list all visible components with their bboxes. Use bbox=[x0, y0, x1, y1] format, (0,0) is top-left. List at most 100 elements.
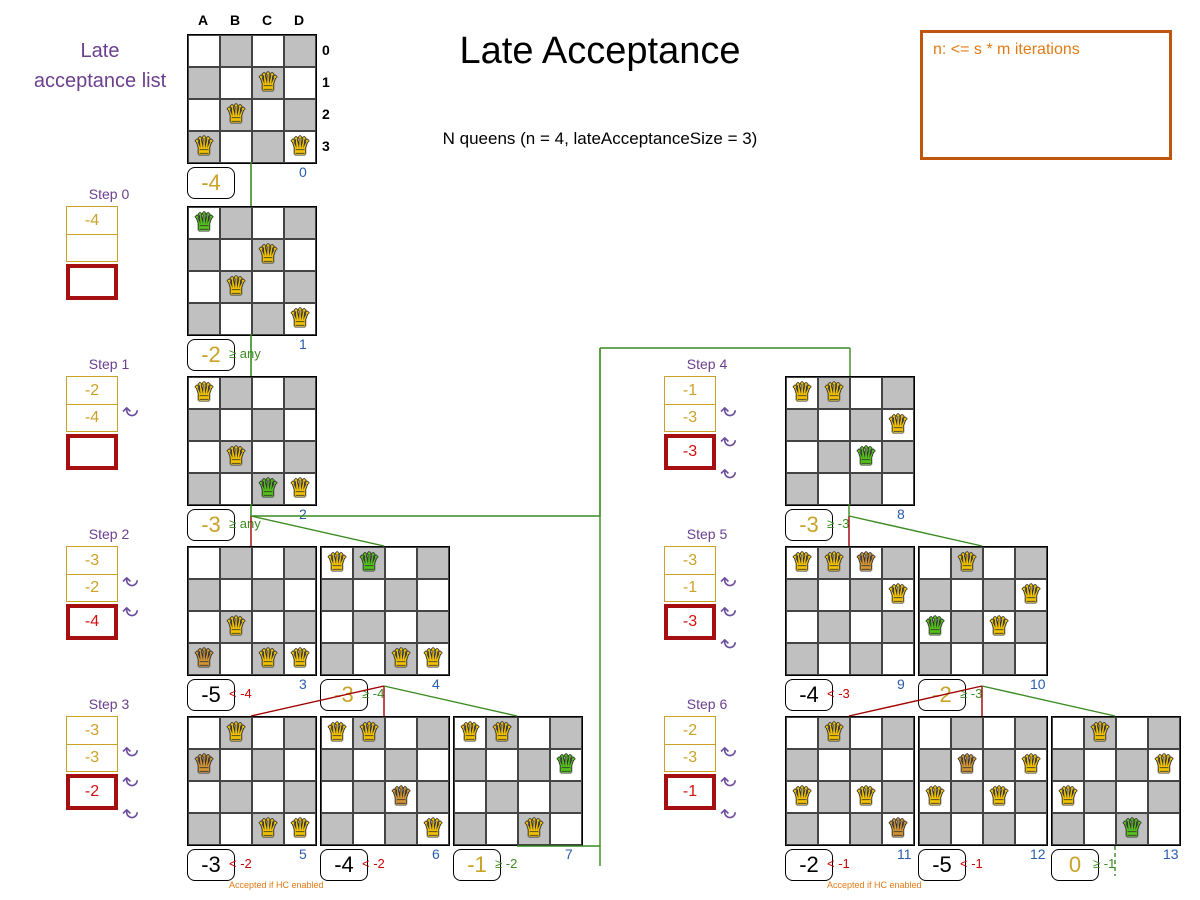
board-cell[interactable] bbox=[1015, 781, 1047, 813]
queen-icon[interactable]: ♛ bbox=[357, 718, 381, 747]
board-cell[interactable] bbox=[550, 781, 582, 813]
board-cell[interactable] bbox=[518, 749, 550, 781]
queen-icon[interactable]: ♛ bbox=[288, 644, 312, 673]
queen-icon[interactable]: ♛ bbox=[192, 208, 216, 237]
board-cell[interactable] bbox=[850, 441, 882, 473]
board-cell[interactable] bbox=[353, 781, 385, 813]
board-cell[interactable] bbox=[284, 717, 316, 749]
board-cell[interactable] bbox=[983, 579, 1015, 611]
board-cell[interactable] bbox=[850, 611, 882, 643]
board-cell[interactable] bbox=[882, 579, 914, 611]
board-cell[interactable] bbox=[188, 377, 220, 409]
board-cell[interactable] bbox=[1148, 813, 1180, 845]
board-cell[interactable] bbox=[353, 547, 385, 579]
board-cell[interactable] bbox=[284, 473, 316, 505]
queen-icon[interactable]: ♛ bbox=[256, 474, 280, 503]
board-cell[interactable] bbox=[188, 207, 220, 239]
board-cell[interactable] bbox=[220, 781, 252, 813]
board-cell[interactable] bbox=[1084, 717, 1116, 749]
queen-icon[interactable]: ♛ bbox=[923, 782, 947, 811]
board-cell[interactable] bbox=[385, 579, 417, 611]
board-cell[interactable] bbox=[882, 749, 914, 781]
board-cell[interactable] bbox=[252, 99, 284, 131]
board-cell[interactable] bbox=[284, 303, 316, 335]
board-cell[interactable] bbox=[850, 643, 882, 675]
board-cell[interactable] bbox=[818, 409, 850, 441]
queen-icon[interactable]: ♛ bbox=[389, 782, 413, 811]
queen-icon[interactable]: ♛ bbox=[389, 644, 413, 673]
queen-icon[interactable]: ♛ bbox=[854, 548, 878, 577]
board-cell[interactable] bbox=[188, 473, 220, 505]
board-cell[interactable] bbox=[220, 611, 252, 643]
chessboard-0[interactable]: ♛ ♛ ♛ ♛ bbox=[187, 34, 317, 164]
board-cell[interactable] bbox=[919, 717, 951, 749]
board-cell[interactable] bbox=[284, 611, 316, 643]
queen-icon[interactable]: ♛ bbox=[790, 782, 814, 811]
board-cell[interactable] bbox=[220, 99, 252, 131]
board-cell[interactable] bbox=[284, 579, 316, 611]
board-cell[interactable] bbox=[252, 813, 284, 845]
board-cell[interactable] bbox=[486, 749, 518, 781]
board-cell[interactable] bbox=[220, 207, 252, 239]
chessboard-10[interactable]: ♛ ♛ ♛ ♛ bbox=[918, 546, 1048, 676]
board-cell[interactable] bbox=[1015, 643, 1047, 675]
board-cell[interactable] bbox=[818, 749, 850, 781]
board-cell[interactable] bbox=[188, 813, 220, 845]
queen-icon[interactable]: ♛ bbox=[854, 782, 878, 811]
queen-icon[interactable]: ♛ bbox=[288, 304, 312, 333]
queen-icon[interactable]: ♛ bbox=[224, 100, 248, 129]
queen-icon[interactable]: ♛ bbox=[325, 718, 349, 747]
board-cell[interactable] bbox=[882, 547, 914, 579]
board-cell[interactable] bbox=[284, 643, 316, 675]
queen-icon[interactable]: ♛ bbox=[987, 782, 1011, 811]
board-cell[interactable] bbox=[284, 239, 316, 271]
board-cell[interactable] bbox=[550, 717, 582, 749]
board-cell[interactable] bbox=[983, 781, 1015, 813]
board-cell[interactable] bbox=[1116, 717, 1148, 749]
board-cell[interactable] bbox=[1148, 749, 1180, 781]
board-cell[interactable] bbox=[188, 579, 220, 611]
board-cell[interactable] bbox=[850, 409, 882, 441]
board-cell[interactable] bbox=[252, 579, 284, 611]
chessboard-11[interactable]: ♛ ♛ ♛ ♛ bbox=[785, 716, 915, 846]
board-cell[interactable] bbox=[284, 749, 316, 781]
board-cell[interactable] bbox=[818, 611, 850, 643]
board-cell[interactable] bbox=[850, 813, 882, 845]
board-cell[interactable] bbox=[353, 643, 385, 675]
board-cell[interactable] bbox=[518, 781, 550, 813]
board-cell[interactable] bbox=[385, 781, 417, 813]
board-cell[interactable] bbox=[882, 441, 914, 473]
board-cell[interactable] bbox=[188, 131, 220, 163]
board-cell[interactable] bbox=[1015, 749, 1047, 781]
queen-icon[interactable]: ♛ bbox=[1019, 580, 1043, 609]
board-cell[interactable] bbox=[284, 441, 316, 473]
board-cell[interactable] bbox=[919, 813, 951, 845]
board-cell[interactable] bbox=[188, 67, 220, 99]
board-cell[interactable] bbox=[417, 579, 449, 611]
board-cell[interactable] bbox=[786, 717, 818, 749]
board-cell[interactable] bbox=[919, 611, 951, 643]
board-cell[interactable] bbox=[818, 717, 850, 749]
board-cell[interactable] bbox=[284, 35, 316, 67]
queen-icon[interactable]: ♛ bbox=[224, 718, 248, 747]
board-cell[interactable] bbox=[284, 99, 316, 131]
board-cell[interactable] bbox=[951, 781, 983, 813]
board-cell[interactable] bbox=[353, 813, 385, 845]
board-cell[interactable] bbox=[1015, 579, 1047, 611]
board-cell[interactable] bbox=[252, 303, 284, 335]
board-cell[interactable] bbox=[850, 717, 882, 749]
board-cell[interactable] bbox=[220, 377, 252, 409]
board-cell[interactable] bbox=[385, 611, 417, 643]
queen-icon[interactable]: ♛ bbox=[955, 750, 979, 779]
queen-icon[interactable]: ♛ bbox=[490, 718, 514, 747]
board-cell[interactable] bbox=[882, 643, 914, 675]
board-cell[interactable] bbox=[220, 473, 252, 505]
board-cell[interactable] bbox=[786, 781, 818, 813]
chessboard-12[interactable]: ♛ ♛ ♛ ♛ bbox=[918, 716, 1048, 846]
board-cell[interactable] bbox=[983, 547, 1015, 579]
board-cell[interactable] bbox=[1148, 717, 1180, 749]
board-cell[interactable] bbox=[321, 643, 353, 675]
board-cell[interactable] bbox=[417, 547, 449, 579]
board-cell[interactable] bbox=[417, 749, 449, 781]
board-cell[interactable] bbox=[818, 643, 850, 675]
